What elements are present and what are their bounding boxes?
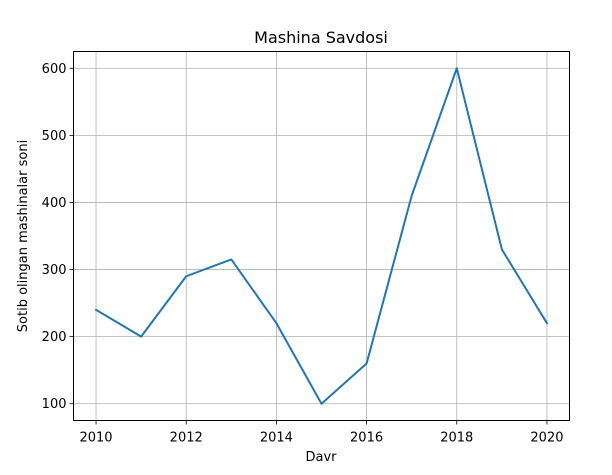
plot-area [94, 67, 549, 405]
plot-frame [73, 51, 570, 421]
y-tick-label: 500 [42, 129, 67, 144]
y-tick-label: 300 [42, 263, 67, 278]
chart-title: Mashina Savdosi [254, 28, 388, 47]
y-axis-title: Sotib olingan mashinalar soni [16, 140, 31, 332]
grid [73, 51, 570, 421]
series-line [94, 67, 549, 405]
y-axis: 100 200 300 400 500 600 [42, 62, 74, 412]
x-tick-label: 2012 [170, 431, 203, 446]
x-tick-label: 2018 [440, 431, 473, 446]
x-tick-label: 2010 [79, 431, 112, 446]
x-tick-label: 2016 [350, 431, 383, 446]
y-tick-label: 400 [42, 196, 67, 211]
y-tick-label: 200 [42, 330, 67, 345]
y-tick-label: 100 [42, 397, 67, 412]
x-axis-title: Davr [305, 450, 337, 465]
y-tick-label: 600 [42, 62, 67, 77]
x-tick-label: 2014 [260, 431, 293, 446]
x-axis: 2010 2012 2014 2016 2018 2020 [79, 420, 564, 446]
x-tick-label: 2020 [530, 431, 563, 446]
